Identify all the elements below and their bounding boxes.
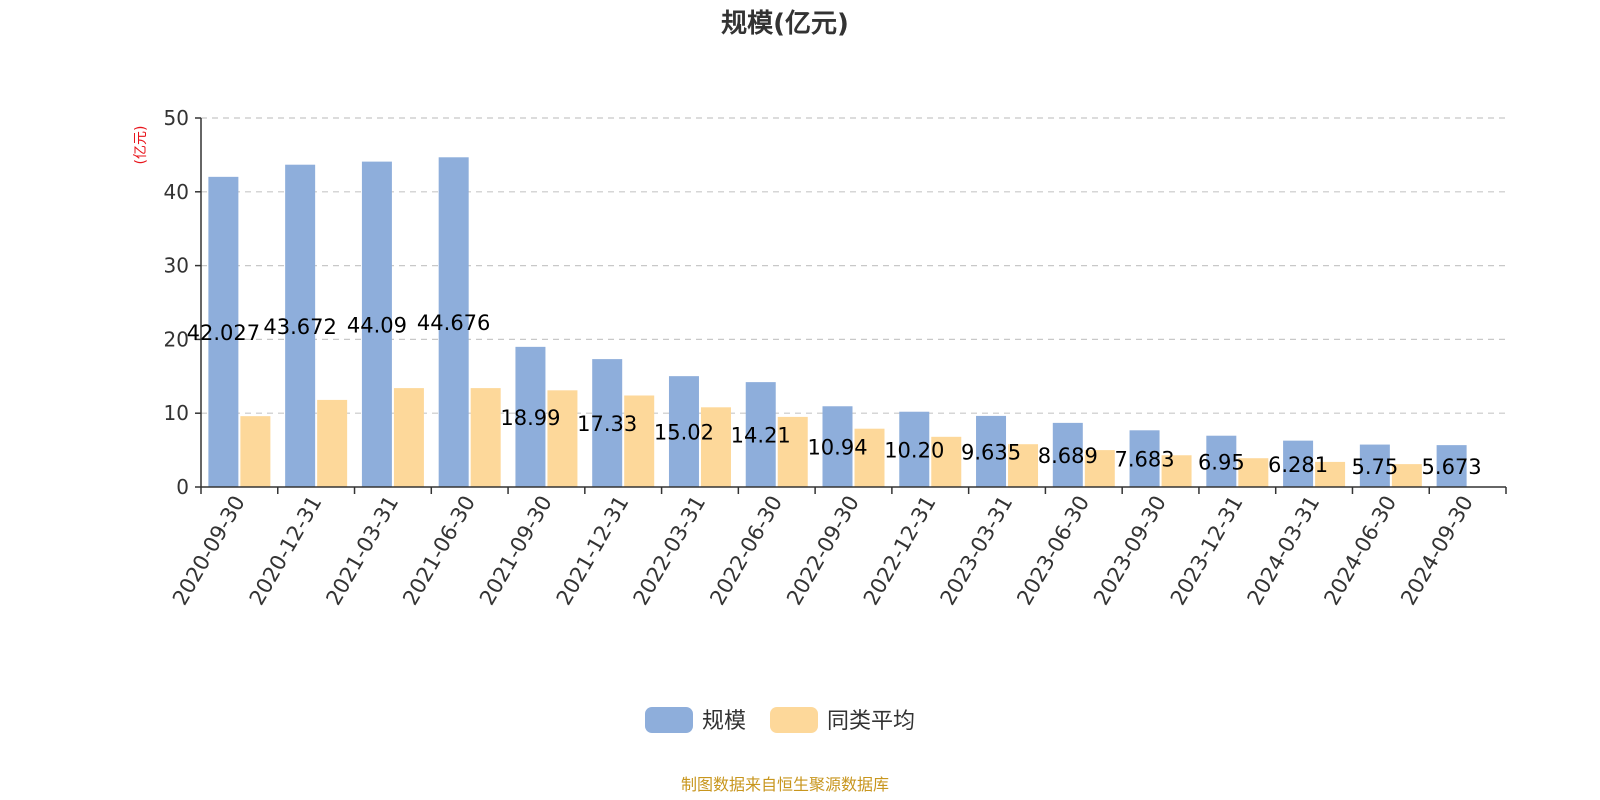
y-tick-label: 30 <box>164 254 189 278</box>
data-label: 17.33 <box>577 412 637 436</box>
bar-scale[interactable] <box>1436 445 1467 487</box>
legend-swatch <box>645 707 693 733</box>
data-label: 14.21 <box>731 424 791 448</box>
y-tick-label: 20 <box>164 327 189 351</box>
legend-item[interactable]: 同类平均 <box>770 707 915 734</box>
x-tick-label: 2023-12-31 <box>1166 492 1248 610</box>
x-tick-label: 2020-12-31 <box>245 492 327 610</box>
bar-scale[interactable] <box>745 382 776 487</box>
x-tick-label: 2023-06-30 <box>1012 492 1094 610</box>
data-label: 9.635 <box>961 440 1021 464</box>
bar-peer-average[interactable] <box>777 416 808 487</box>
bars-group <box>208 157 1467 488</box>
legend-swatch <box>770 707 818 733</box>
y-tick-label: 0 <box>176 475 189 499</box>
y-tick-label: 50 <box>164 106 189 130</box>
bar-peer-average[interactable] <box>1238 458 1269 487</box>
axes <box>200 118 1506 488</box>
x-tick-label: 2020-09-30 <box>168 492 250 610</box>
gridlines <box>201 117 1506 414</box>
x-tick-label: 2023-09-30 <box>1089 492 1171 610</box>
bar-scale[interactable] <box>515 346 546 487</box>
data-label: 7.683 <box>1114 448 1174 472</box>
bar-peer-average[interactable] <box>624 395 655 487</box>
data-label: 5.75 <box>1351 455 1398 479</box>
x-tick-label: 2022-03-31 <box>628 492 710 610</box>
data-labels: 42.027 43.672 44.09 44.676 18.99 17.33 15.02 14… <box>187 311 1482 479</box>
data-label: 8.689 <box>1038 444 1098 468</box>
chart-title: 规模(亿元) <box>721 9 849 39</box>
legend-label: 规模 <box>702 709 746 734</box>
bar-scale[interactable] <box>1052 422 1083 487</box>
bar-peer-average[interactable] <box>547 390 578 487</box>
bar-peer-average[interactable] <box>470 388 501 487</box>
data-label: 10.20 <box>884 438 944 462</box>
x-tick-label: 2024-06-30 <box>1319 492 1401 610</box>
bar-peer-average[interactable] <box>1315 461 1346 487</box>
x-tick-label: 2022-12-31 <box>859 491 941 609</box>
y-axis-unit-label: (亿元) <box>133 126 149 165</box>
bar-peer-average[interactable] <box>854 428 885 487</box>
bar-scale[interactable] <box>976 415 1007 487</box>
bar-peer-average[interactable] <box>1161 455 1192 487</box>
bar-scale[interactable] <box>822 406 853 487</box>
x-tick-label: 2024-09-30 <box>1396 492 1478 610</box>
data-label: 5.673 <box>1422 455 1482 479</box>
data-label: 44.676 <box>417 311 490 335</box>
bar-scale[interactable] <box>438 157 469 487</box>
bar-peer-average[interactable] <box>1391 464 1422 487</box>
y-axis-ticks: 0 10 20 30 40 50 <box>164 106 201 499</box>
source-note: 制图数据来自恒生聚源数据库 <box>681 775 889 794</box>
data-label: 6.281 <box>1268 453 1328 477</box>
data-label: 44.09 <box>347 313 407 337</box>
bar-peer-average[interactable] <box>240 416 271 487</box>
y-tick-label: 40 <box>164 180 189 204</box>
x-tick-label: 2021-06-30 <box>398 492 480 610</box>
bar-peer-average[interactable] <box>317 399 348 487</box>
data-label: 18.99 <box>500 406 560 430</box>
bar-peer-average[interactable] <box>1084 450 1115 487</box>
legend-item[interactable]: 规模 <box>645 707 746 734</box>
legend[interactable]: 规模 同类平均 <box>645 707 915 734</box>
x-tick-label: 2021-09-30 <box>475 492 557 610</box>
x-tick-label: 2023-03-31 <box>936 492 1018 610</box>
bar-scale[interactable] <box>1206 435 1237 487</box>
x-tick-label: 2024-03-31 <box>1243 492 1325 610</box>
bar-scale[interactable] <box>208 176 239 487</box>
y-tick-label: 10 <box>164 401 189 425</box>
data-label: 42.027 <box>187 321 260 345</box>
data-label: 10.94 <box>807 436 867 460</box>
bar-peer-average[interactable] <box>393 388 424 487</box>
data-label: 15.02 <box>654 421 714 445</box>
x-tick-label: 2022-06-30 <box>705 492 787 610</box>
data-label: 43.672 <box>263 315 336 339</box>
x-tick-label: 2021-03-31 <box>321 491 403 609</box>
bar-scale[interactable] <box>592 359 623 487</box>
x-tick-label: 2021-12-31 <box>552 492 634 610</box>
x-axis-ticks: 2020-09-302020-12-312021-03-312021-06-30… <box>168 487 1507 610</box>
bar-scale[interactable] <box>668 376 699 487</box>
bar-peer-average[interactable] <box>1008 444 1039 487</box>
legend-label: 同类平均 <box>827 709 915 734</box>
bar-scale[interactable] <box>1283 440 1314 487</box>
bar-scale[interactable] <box>1359 444 1390 487</box>
bar-scale[interactable] <box>285 164 316 488</box>
bar-scale[interactable] <box>1129 430 1160 487</box>
bar-peer-average[interactable] <box>931 436 962 487</box>
bar-scale[interactable] <box>899 411 930 487</box>
data-label: 6.95 <box>1198 450 1245 474</box>
x-tick-label: 2022-09-30 <box>782 492 864 610</box>
bar-scale[interactable] <box>361 161 392 488</box>
bar-peer-average[interactable] <box>700 407 731 487</box>
